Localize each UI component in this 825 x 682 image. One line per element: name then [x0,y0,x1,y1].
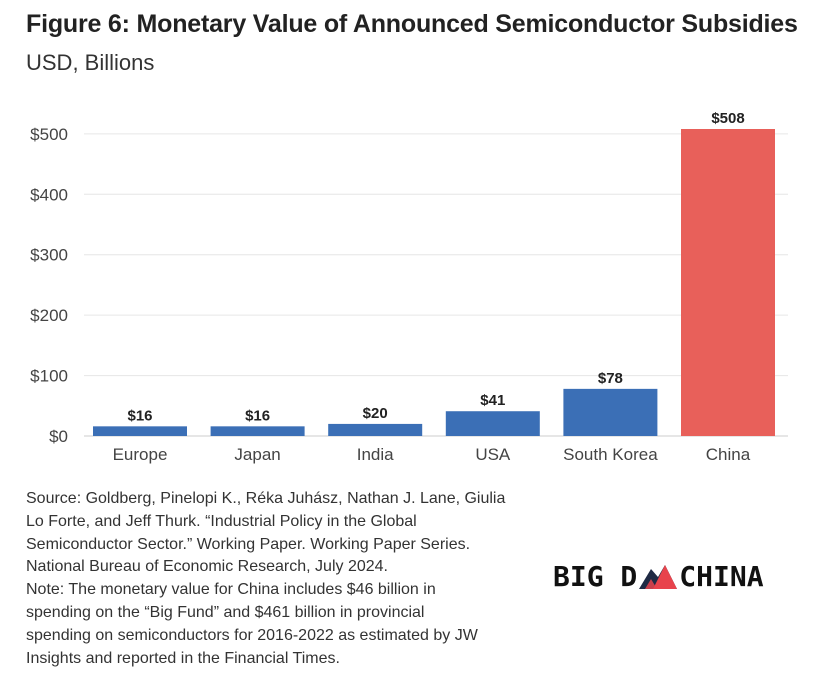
bar-south-korea [563,388,658,436]
x-category-label: South Korea [563,445,658,464]
logo-text-left: BIG D [553,559,638,593]
chart-subtitle: USD, Billions [26,50,155,75]
y-tick-label: $0 [49,427,68,446]
mountain-logo-icon [639,565,678,589]
x-category-label: Europe [113,445,168,464]
bar-europe [93,426,187,436]
note-line: Note: The monetary value for China inclu… [26,581,436,599]
x-category-label: China [706,445,751,464]
y-tick-label: $100 [30,367,68,386]
x-category-label: USA [475,445,511,464]
note-line: spending on the “Big Fund” and $461 bill… [26,603,425,621]
x-category-label: Japan [234,445,280,464]
bar-usa [445,411,540,436]
bar-value-label: $20 [363,405,388,422]
source-line: Source: Goldberg, Pinelopi K., Réka Juhá… [26,490,506,507]
x-category-label: India [357,445,394,464]
bar-chart: $0 $100 $200 $300 $400 $500 $16 $16 $20 $41 $78 $5… [30,110,788,464]
bar-india [328,423,423,436]
bar-value-label: $16 [127,407,152,424]
y-tick-label: $400 [30,185,68,204]
source-note: Source: Goldberg, Pinelopi K., Réka Juhá… [26,488,566,670]
bar-japan [210,426,305,436]
bar-value-label: $508 [711,110,744,127]
note-line: spending on semiconductors for 2016-2022… [26,626,478,644]
y-tick-label: $300 [30,246,68,265]
big-data-china-logo: BIG D CHINA [553,556,764,596]
note-line: Insights and reported in the Financial T… [26,649,340,667]
bar-china [681,129,775,436]
bar-value-label: $41 [480,392,505,409]
source-line: National Bureau of Economic Research, Ju… [26,558,388,576]
bar-value-label: $78 [598,370,623,387]
y-tick-label: $200 [30,306,68,325]
chart-title: Figure 6: Monetary Value of Announced Se… [26,10,798,38]
source-line: Lo Forte, and Jeff Thurk. “Industrial Po… [26,512,417,530]
bar-value-label: $16 [245,407,270,424]
source-line: Semiconductor Sector.” Working Paper. Wo… [26,535,471,553]
logo-text-right: CHINA [679,559,764,593]
y-tick-label: $500 [30,125,68,144]
